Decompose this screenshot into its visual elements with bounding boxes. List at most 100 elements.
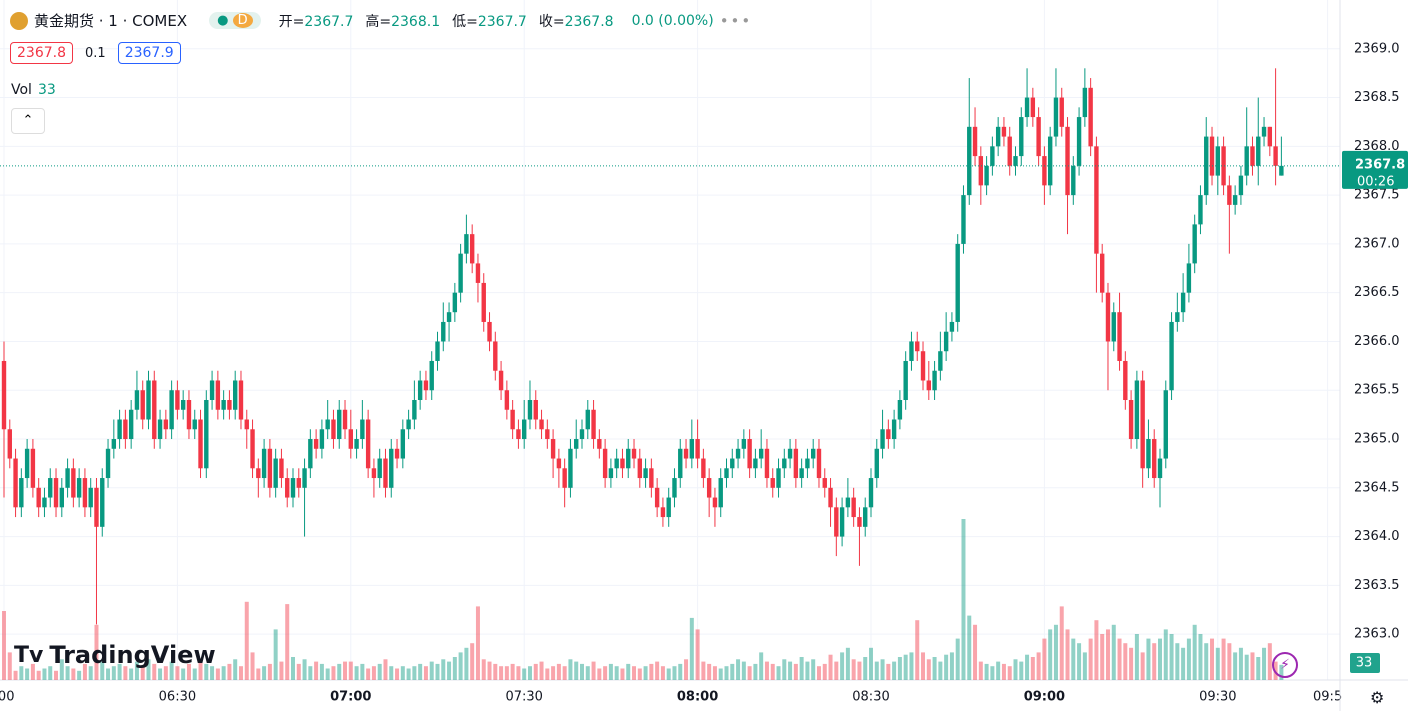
y-tick-label: 2368.5 <box>1354 90 1400 105</box>
more[interactable]: ••• <box>719 11 753 30</box>
ohlc-label: 低= <box>452 13 478 30</box>
volume-bar <box>805 661 810 680</box>
volume-bar <box>932 657 937 680</box>
flash-button[interactable]: ⚡ <box>1272 652 1298 678</box>
volume-bar <box>955 638 960 680</box>
candle-body <box>94 487 99 527</box>
candle-body <box>891 419 897 440</box>
candle-body <box>932 370 937 391</box>
candle-body <box>498 370 504 391</box>
candle-body <box>180 400 186 410</box>
candle-body <box>631 448 637 459</box>
candle-body <box>423 380 429 391</box>
volume-bar <box>1030 657 1035 680</box>
ask[interactable]: 2367.9 <box>117 42 181 64</box>
candle-body <box>209 380 215 400</box>
candle-body <box>19 478 24 508</box>
volume-bar <box>221 666 226 680</box>
volume-bar <box>192 668 197 680</box>
candle-body <box>949 321 955 332</box>
candle-body <box>1024 97 1030 118</box>
volume-bar <box>19 666 24 680</box>
candle-body <box>406 419 411 430</box>
candle-body <box>342 409 348 430</box>
ohlc-item: 低=2367.7 <box>452 14 533 30</box>
candle-body <box>1175 312 1180 322</box>
volume-bar <box>88 666 93 680</box>
candle-body <box>1100 253 1105 293</box>
volume-bar <box>926 659 931 680</box>
candle-body <box>227 400 232 410</box>
candle-body <box>140 390 145 420</box>
candle-body <box>608 468 614 479</box>
volume-bar <box>395 668 400 680</box>
volume-bar <box>545 668 550 680</box>
settings-button[interactable]: ⚙ <box>1370 688 1385 707</box>
volume-bar <box>481 659 486 680</box>
candle-body <box>1250 146 1255 166</box>
volume-bar <box>302 659 307 680</box>
candle-body <box>886 429 891 440</box>
y-tick-label: 2365.0 <box>1354 432 1400 447</box>
volume-bar <box>1192 624 1197 680</box>
volume-bar <box>146 659 151 680</box>
candle-body <box>730 458 735 469</box>
volume-bar <box>65 666 70 680</box>
volume-bar <box>279 661 284 680</box>
volume-bar <box>1094 620 1099 680</box>
volume-bar <box>741 661 746 680</box>
volume-bar <box>973 624 978 680</box>
volume-bar <box>400 666 405 680</box>
volume-bar <box>134 661 139 680</box>
y-tick-label: 2365.5 <box>1354 383 1400 398</box>
volume-bar <box>1111 624 1116 680</box>
volume-bar <box>712 666 717 680</box>
volume-bar <box>978 661 983 680</box>
volume-bar <box>429 661 434 680</box>
candle-body <box>614 458 619 469</box>
volume-bar <box>152 663 157 680</box>
collapse-button[interactable]: ⌃ <box>11 108 45 134</box>
volume-tag-label: 33 <box>1356 656 1373 671</box>
candle-body <box>82 478 88 508</box>
volume-bar <box>1025 654 1030 680</box>
volume-bar <box>626 663 631 680</box>
candle-body <box>1059 97 1064 127</box>
candle-body <box>943 331 949 352</box>
volume-bar <box>1077 643 1082 680</box>
candle-body <box>250 429 255 469</box>
candle-body <box>649 468 654 488</box>
candle-body <box>562 468 567 488</box>
volume-bar <box>1267 643 1272 680</box>
volume-bar <box>129 668 134 680</box>
candle-body <box>117 419 122 440</box>
volume-bar <box>539 661 544 680</box>
bid[interactable]: 2367.8 <box>10 42 73 64</box>
candle-body <box>331 419 336 440</box>
volume-bar <box>452 657 457 680</box>
candle-body <box>42 497 47 508</box>
candle-body <box>903 360 908 400</box>
volume-bar <box>158 668 163 680</box>
candle-body <box>192 419 197 430</box>
volume-bar <box>1204 643 1209 680</box>
y-tick-label: 2366.5 <box>1354 285 1400 300</box>
volume-bar <box>840 652 845 680</box>
volume-bar <box>181 668 186 680</box>
volume-bar <box>319 663 324 680</box>
volume-bar <box>1042 638 1047 680</box>
candle-body <box>845 497 851 508</box>
candle-body <box>458 253 463 293</box>
candle-body <box>389 448 394 488</box>
candle-body <box>383 458 388 488</box>
volume-bar <box>551 666 556 680</box>
vol-label: Vol <box>11 82 32 98</box>
volume-bar <box>71 668 76 680</box>
status-badge[interactable]: ● D <box>209 12 261 29</box>
candle-body <box>672 478 677 498</box>
volume-bar <box>736 659 741 680</box>
candle-body <box>1042 156 1047 186</box>
candle-body <box>152 380 157 440</box>
volume-bar <box>695 629 700 680</box>
volume-bar <box>880 659 885 680</box>
